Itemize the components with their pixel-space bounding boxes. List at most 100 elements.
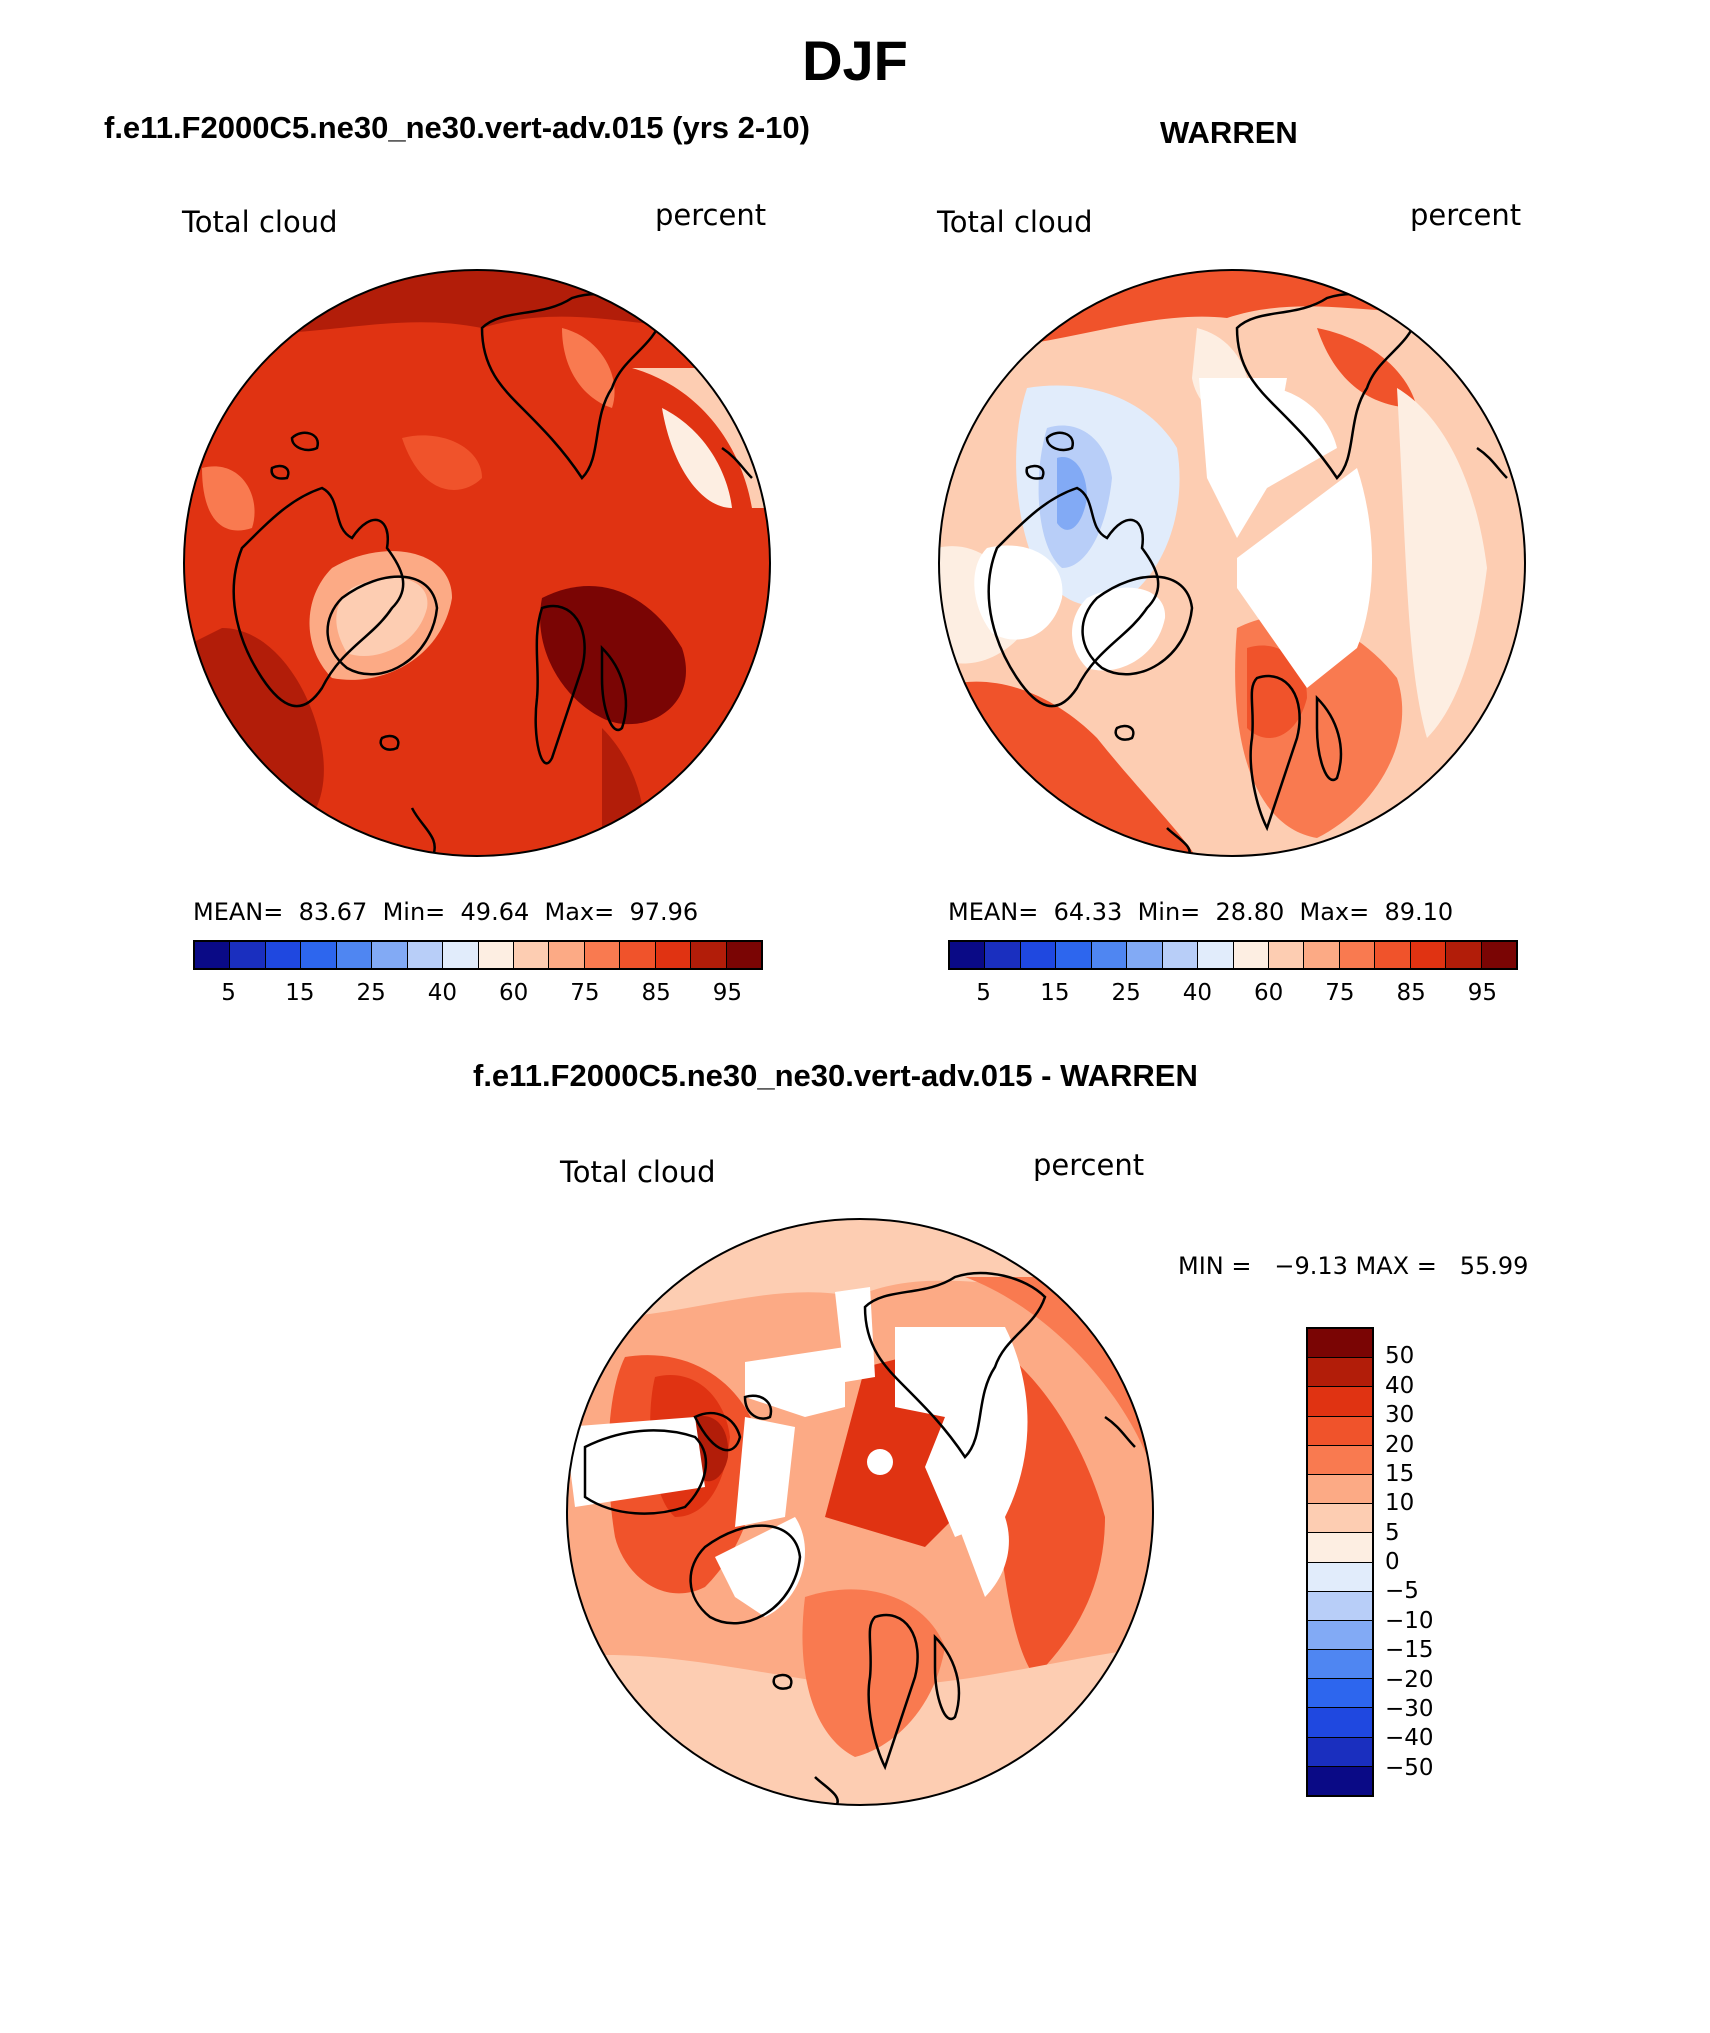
panel1-tick-label: 95	[712, 980, 743, 1006]
panel3-tick-label: −20	[1385, 1666, 1434, 1693]
panel3-tick-label: −40	[1385, 1725, 1434, 1752]
panel1-title: f.e11.F2000C5.ne30_ne30.vert-adv.015 (yr…	[104, 110, 810, 145]
panel2-colorbar-swatch	[1304, 942, 1340, 968]
panel2-colorbar-swatch	[1091, 942, 1128, 968]
panel1-colorbar-swatch	[265, 942, 302, 968]
panel1-colorbar-swatch	[584, 942, 621, 968]
panel3-stats: MIN = −9.13 MAX = 55.99	[1178, 1252, 1529, 1280]
panel3-colorbar-swatch	[1308, 1562, 1372, 1592]
panel1-colorbar	[193, 940, 763, 970]
panel3-colorbar-swatch	[1308, 1329, 1372, 1359]
panel2-title: WARREN	[1160, 115, 1298, 150]
panel3-tick-label: −5	[1385, 1578, 1419, 1605]
panel1-tick-label: 5	[221, 980, 236, 1006]
panel2-stats: MEAN= 64.33 Min= 28.80 Max= 89.10	[948, 898, 1454, 926]
panel1-colorbar-swatch	[549, 942, 585, 968]
panel1-tick-label: 25	[356, 980, 386, 1006]
panel3-tick-label: 50	[1385, 1343, 1415, 1370]
panel2-polar-map	[938, 269, 1526, 857]
panel1-colorbar-swatch	[372, 942, 408, 968]
panel3-tick-label: −10	[1385, 1607, 1434, 1634]
panel1-tick-label: 75	[570, 980, 600, 1006]
panel1-colorbar-swatch	[301, 942, 337, 968]
panel3-tick-label: −15	[1385, 1637, 1434, 1664]
panel2-colorbar-swatch	[1127, 942, 1163, 968]
panel2-colorbar-swatch	[1233, 942, 1269, 968]
panel1-tick-label: 15	[285, 980, 315, 1006]
panel3-colorbar-swatch	[1308, 1533, 1372, 1563]
panel1-colorbar-swatch	[620, 942, 656, 968]
panel2-colorbar-swatch	[1446, 942, 1482, 968]
panel1-colorbar-swatch	[655, 942, 692, 968]
panel3-colorbar-ticks: 50 40 30 20 15 10 5 0 −5 −10 −15 −20 −30…	[1385, 1327, 1465, 1797]
panel3-colorbar-swatch	[1308, 1358, 1372, 1388]
panel1-polar-map	[183, 269, 771, 857]
panel1-colorbar-swatch	[691, 942, 727, 968]
panel3-colorbar-swatch	[1308, 1416, 1372, 1446]
panel1-colorbar-swatch	[336, 942, 373, 968]
panel3-tick-label: 20	[1385, 1431, 1415, 1458]
panel3-variable-label: Total cloud	[560, 1155, 716, 1189]
panel3-colorbar-swatch	[1308, 1387, 1372, 1417]
panel2-tick-label: 40	[1182, 980, 1213, 1006]
panel3-tick-label: 30	[1385, 1402, 1415, 1429]
panel3-tick-label: 0	[1385, 1549, 1400, 1575]
panel1-tick-label: 85	[641, 980, 671, 1006]
panel1-tick-label: 40	[427, 980, 458, 1006]
panel1-colorbar-swatch	[726, 942, 761, 968]
panel3-colorbar-swatch	[1308, 1650, 1372, 1680]
panel2-colorbar-swatch	[1162, 942, 1199, 968]
panel2-tick-label: 95	[1467, 980, 1498, 1006]
panel1-tick-label: 60	[498, 980, 529, 1006]
panel3-tick-label: 40	[1385, 1372, 1415, 1399]
panel2-tick-label: 75	[1325, 980, 1355, 1006]
panel2-colorbar-swatch	[1020, 942, 1057, 968]
panel3-colorbar-swatch	[1308, 1445, 1372, 1475]
panel2-colorbar-swatch	[985, 942, 1021, 968]
panel3-tick-label: 15	[1385, 1460, 1415, 1487]
panel3-tick-label: 5	[1385, 1519, 1400, 1546]
panel3-units-label: percent	[1033, 1148, 1145, 1182]
panel1-colorbar-swatch	[195, 942, 231, 968]
panel2-colorbar-swatch	[1339, 942, 1376, 968]
panel3-colorbar-swatch	[1308, 1679, 1372, 1709]
panel3-tick-label: 10	[1385, 1490, 1415, 1517]
panel1-variable-label: Total cloud	[182, 205, 338, 239]
panel1-colorbar-swatch	[230, 942, 266, 968]
panel2-variable-label: Total cloud	[937, 205, 1093, 239]
panel3-colorbar-swatch	[1308, 1708, 1372, 1738]
panel3-colorbar	[1306, 1327, 1374, 1797]
panel3-polar-map	[566, 1218, 1154, 1806]
panel2-colorbar-swatch	[1410, 942, 1447, 968]
panel2-colorbar-swatch	[1268, 942, 1305, 968]
panel1-colorbar-swatch	[513, 942, 550, 968]
panel2-colorbar-swatch	[1198, 942, 1234, 968]
panel1-colorbar-ticks: 5 15 25 40 60 75 85 95	[193, 980, 763, 1010]
panel3-colorbar-swatch	[1308, 1474, 1372, 1505]
panel3-colorbar-swatch	[1308, 1737, 1372, 1767]
panel2-colorbar-swatch	[1481, 942, 1516, 968]
panel2-tick-label: 60	[1253, 980, 1284, 1006]
panel2-colorbar-swatch	[1056, 942, 1092, 968]
panel2-colorbar-ticks: 5 15 25 40 60 75 85 95	[948, 980, 1518, 1010]
panel3-colorbar-swatch	[1308, 1504, 1372, 1534]
panel1-colorbar-swatch	[407, 942, 444, 968]
panel3-colorbar-swatch	[1308, 1591, 1372, 1621]
panel2-tick-label: 5	[976, 980, 991, 1006]
panel3-colorbar-swatch	[1308, 1766, 1372, 1795]
panel2-colorbar	[948, 940, 1518, 970]
page-title: DJF	[802, 29, 908, 92]
panel3-tick-label: −30	[1385, 1695, 1434, 1722]
panel2-colorbar-swatch	[950, 942, 986, 968]
panel2-tick-label: 25	[1111, 980, 1141, 1006]
panel3-title: f.e11.F2000C5.ne30_ne30.vert-adv.015 - W…	[473, 1058, 1198, 1093]
panel1-units-label: percent	[655, 198, 767, 232]
panel2-tick-label: 15	[1040, 980, 1070, 1006]
panel1-colorbar-swatch	[478, 942, 514, 968]
panel3-colorbar-swatch	[1308, 1620, 1372, 1651]
panel2-colorbar-swatch	[1375, 942, 1411, 968]
panel3-tick-label: −50	[1385, 1754, 1434, 1781]
panel1-colorbar-swatch	[443, 942, 479, 968]
panel1-stats: MEAN= 83.67 Min= 49.64 Max= 97.96	[193, 898, 699, 926]
panel2-tick-label: 85	[1396, 980, 1426, 1006]
